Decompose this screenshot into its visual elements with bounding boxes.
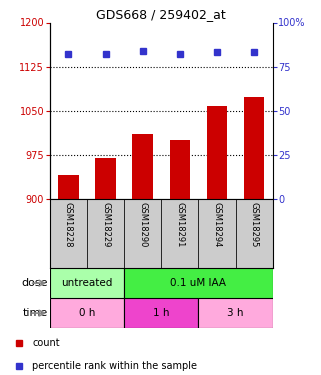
Title: GDS668 / 259402_at: GDS668 / 259402_at: [96, 8, 226, 21]
Text: 1 h: 1 h: [153, 308, 169, 318]
Bar: [244, 97, 265, 199]
Text: dose: dose: [21, 278, 48, 288]
Bar: [198, 199, 236, 268]
Text: count: count: [32, 338, 60, 348]
Text: percentile rank within the sample: percentile rank within the sample: [32, 361, 197, 370]
Text: 0.1 uM IAA: 0.1 uM IAA: [170, 278, 227, 288]
Text: GSM18291: GSM18291: [175, 202, 184, 248]
Bar: [124, 298, 198, 328]
Text: GSM18229: GSM18229: [101, 202, 110, 248]
Bar: [87, 199, 124, 268]
Bar: [207, 106, 227, 199]
Bar: [50, 298, 124, 328]
Text: 0 h: 0 h: [79, 308, 95, 318]
Bar: [50, 199, 87, 268]
Bar: [161, 199, 198, 268]
Text: time: time: [22, 308, 48, 318]
Text: GSM18290: GSM18290: [138, 202, 147, 248]
Bar: [170, 140, 190, 199]
Bar: [124, 268, 273, 298]
Bar: [50, 268, 124, 298]
Bar: [236, 199, 273, 268]
Text: untreated: untreated: [61, 278, 113, 288]
Text: GSM18294: GSM18294: [213, 202, 221, 248]
Bar: [58, 175, 79, 199]
Bar: [124, 199, 161, 268]
Bar: [95, 158, 116, 199]
Bar: [198, 298, 273, 328]
Text: GSM18295: GSM18295: [250, 202, 259, 248]
Bar: [133, 134, 153, 199]
Text: GSM18228: GSM18228: [64, 202, 73, 248]
Text: 3 h: 3 h: [227, 308, 244, 318]
